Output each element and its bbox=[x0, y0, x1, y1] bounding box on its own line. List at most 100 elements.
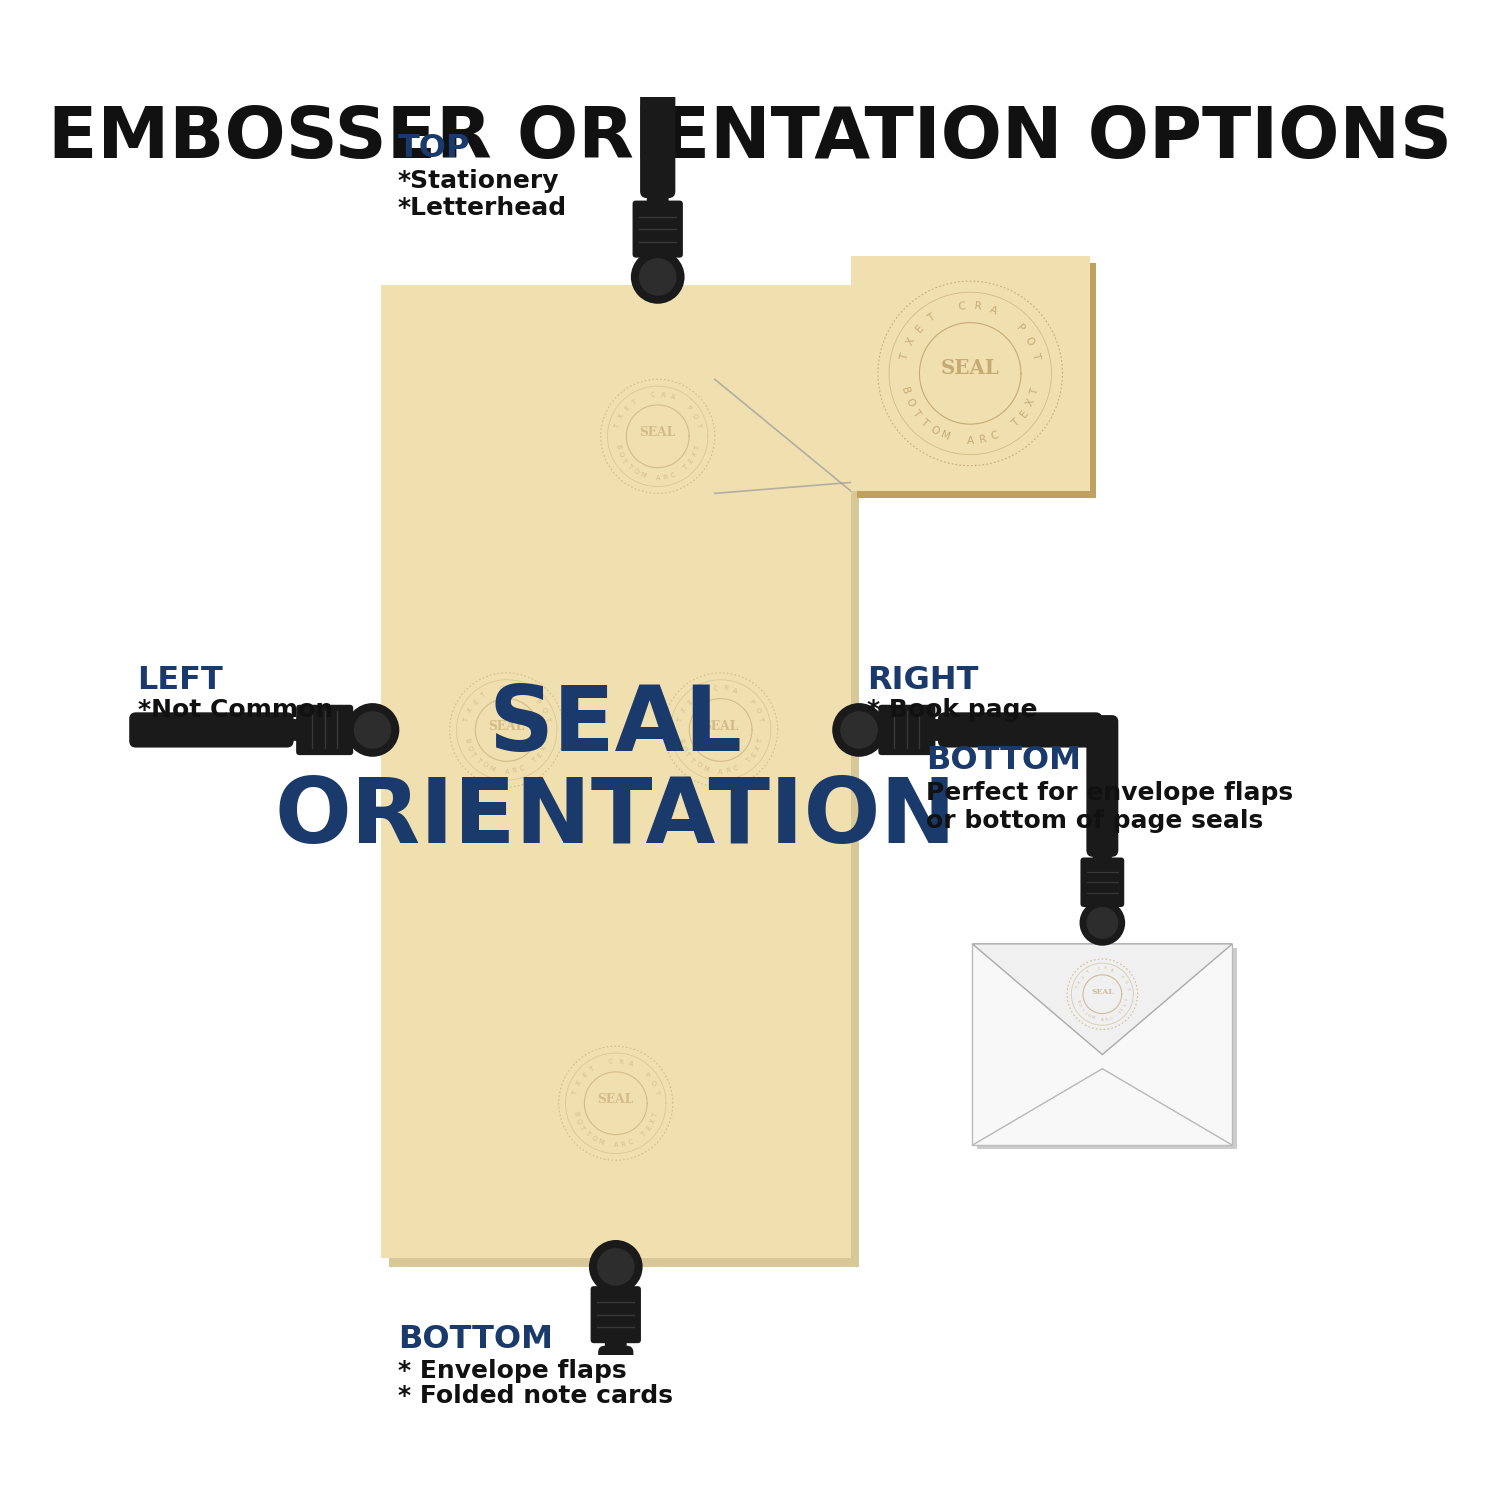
Circle shape bbox=[632, 251, 684, 305]
Circle shape bbox=[1086, 908, 1119, 939]
Text: O: O bbox=[1122, 980, 1128, 984]
Circle shape bbox=[354, 711, 392, 748]
Text: C: C bbox=[1098, 966, 1101, 970]
Text: A: A bbox=[966, 436, 974, 445]
Text: E: E bbox=[582, 1071, 588, 1078]
Text: A: A bbox=[669, 393, 675, 400]
Text: * Folded note cards: * Folded note cards bbox=[398, 1384, 672, 1408]
Text: E: E bbox=[537, 752, 544, 758]
Text: O: O bbox=[480, 762, 489, 770]
Text: X: X bbox=[1124, 1004, 1128, 1008]
Text: C: C bbox=[990, 430, 1000, 442]
FancyBboxPatch shape bbox=[129, 712, 294, 747]
Text: T: T bbox=[746, 758, 753, 764]
Text: SEAL: SEAL bbox=[639, 426, 676, 439]
Text: TOP: TOP bbox=[398, 132, 470, 164]
Text: A: A bbox=[988, 304, 999, 316]
Text: P: P bbox=[748, 699, 754, 705]
Text: O: O bbox=[632, 468, 639, 476]
Text: O: O bbox=[690, 413, 698, 420]
FancyBboxPatch shape bbox=[296, 705, 352, 754]
Text: T: T bbox=[1118, 1011, 1122, 1016]
Text: R: R bbox=[978, 433, 987, 445]
FancyBboxPatch shape bbox=[972, 944, 1233, 1144]
Text: O: O bbox=[540, 706, 548, 714]
Text: B: B bbox=[614, 444, 621, 450]
Text: T: T bbox=[918, 417, 930, 429]
Text: *Not Common: *Not Common bbox=[138, 698, 333, 721]
Text: T: T bbox=[694, 692, 700, 699]
Text: A: A bbox=[732, 687, 738, 694]
Text: O: O bbox=[928, 424, 940, 436]
Text: T: T bbox=[590, 1065, 596, 1072]
Text: E: E bbox=[687, 458, 694, 465]
Text: R: R bbox=[726, 768, 730, 774]
Text: M: M bbox=[597, 1138, 604, 1146]
Text: T: T bbox=[758, 717, 765, 722]
FancyBboxPatch shape bbox=[850, 256, 1090, 490]
Text: O: O bbox=[1023, 334, 1035, 346]
Text: C: C bbox=[519, 765, 525, 772]
Text: C: C bbox=[712, 686, 718, 692]
Text: X: X bbox=[1077, 980, 1082, 984]
Text: O: O bbox=[574, 1118, 582, 1125]
Circle shape bbox=[345, 704, 399, 758]
Text: T: T bbox=[464, 717, 470, 722]
Text: * Envelope flaps: * Envelope flaps bbox=[398, 1359, 627, 1383]
Text: A: A bbox=[1110, 968, 1113, 972]
Text: * Book page: * Book page bbox=[867, 698, 1038, 721]
Text: BOTTOM: BOTTOM bbox=[926, 746, 1082, 776]
Text: T: T bbox=[584, 1130, 591, 1137]
Text: E: E bbox=[1120, 1007, 1125, 1011]
FancyBboxPatch shape bbox=[591, 1286, 640, 1342]
Text: C: C bbox=[958, 302, 966, 312]
FancyBboxPatch shape bbox=[938, 712, 1102, 747]
Text: P: P bbox=[686, 405, 692, 412]
Text: M: M bbox=[488, 765, 495, 772]
Polygon shape bbox=[972, 944, 1233, 1054]
Text: A: A bbox=[656, 476, 660, 482]
Text: B: B bbox=[464, 738, 470, 744]
Text: T: T bbox=[531, 758, 538, 764]
Text: R: R bbox=[618, 1059, 624, 1065]
Text: E: E bbox=[686, 699, 693, 705]
Text: A: A bbox=[627, 1060, 633, 1068]
Text: T: T bbox=[1125, 999, 1130, 1002]
Text: SEAL: SEAL bbox=[489, 720, 525, 734]
Text: A: A bbox=[614, 1142, 618, 1148]
Text: M: M bbox=[939, 430, 951, 442]
Text: T: T bbox=[640, 1130, 648, 1137]
Text: X: X bbox=[904, 336, 916, 346]
Text: *Stationery: *Stationery bbox=[398, 170, 560, 194]
Text: E: E bbox=[472, 699, 480, 705]
FancyBboxPatch shape bbox=[646, 186, 669, 206]
FancyBboxPatch shape bbox=[858, 262, 1096, 498]
Text: C: C bbox=[669, 471, 676, 478]
Text: O: O bbox=[1077, 1004, 1082, 1008]
Text: O: O bbox=[680, 744, 687, 752]
FancyBboxPatch shape bbox=[1086, 716, 1119, 856]
Text: T: T bbox=[900, 351, 910, 360]
Text: T: T bbox=[694, 423, 702, 429]
FancyBboxPatch shape bbox=[390, 294, 860, 1268]
Text: T: T bbox=[626, 464, 633, 471]
Text: T: T bbox=[1011, 417, 1022, 429]
FancyBboxPatch shape bbox=[633, 201, 682, 258]
Text: X: X bbox=[681, 706, 688, 714]
Text: *Letterhead: *Letterhead bbox=[398, 196, 567, 220]
FancyBboxPatch shape bbox=[1080, 858, 1124, 907]
Text: P: P bbox=[534, 699, 542, 705]
Text: T: T bbox=[632, 398, 638, 405]
Text: Perfect for envelope flaps: Perfect for envelope flaps bbox=[926, 782, 1293, 806]
Text: O: O bbox=[753, 706, 760, 714]
Text: A: A bbox=[718, 768, 723, 774]
Text: T: T bbox=[476, 758, 482, 764]
Text: R: R bbox=[723, 686, 728, 692]
Text: R: R bbox=[663, 474, 669, 480]
Text: C: C bbox=[650, 392, 656, 398]
Text: E: E bbox=[1082, 975, 1086, 980]
Circle shape bbox=[597, 1248, 634, 1286]
Text: R: R bbox=[1106, 1017, 1108, 1022]
Text: T: T bbox=[927, 312, 938, 324]
Text: X: X bbox=[692, 452, 699, 458]
